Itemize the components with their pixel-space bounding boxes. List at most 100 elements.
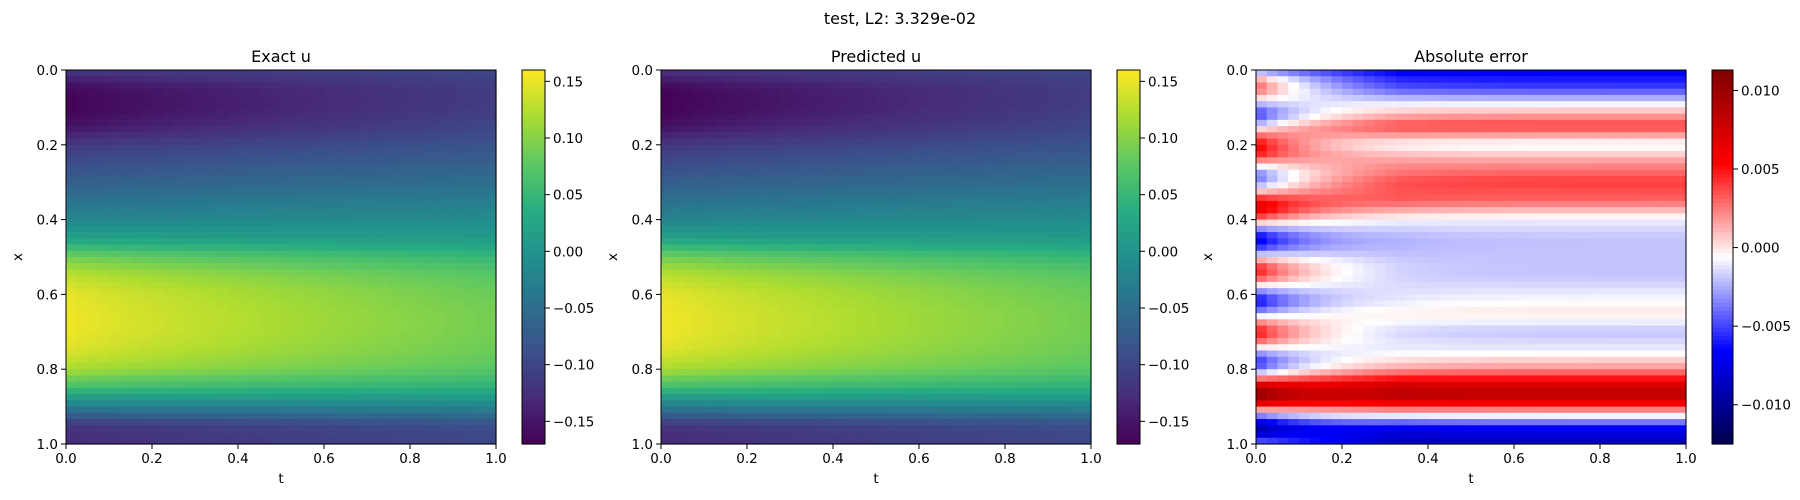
heatmap-cell (790, 412, 802, 420)
heatmap-cell (994, 244, 1006, 252)
heatmap-cell (442, 425, 454, 433)
heatmap-cell (790, 70, 802, 77)
heatmap-cell (983, 344, 995, 352)
heatmap-cell (951, 175, 963, 183)
heatmap-cell (173, 319, 185, 327)
heatmap-cell (388, 257, 400, 264)
heatmap-cell (313, 250, 325, 258)
heatmap-cell (800, 144, 813, 152)
heatmap-cell (216, 225, 228, 233)
heatmap-cell (345, 107, 357, 115)
heatmap-cell (671, 281, 684, 289)
figure-suptitle: test, L2: 3.329e-02 (824, 9, 976, 28)
heatmap-cell (790, 182, 802, 190)
heatmap-cell (420, 294, 433, 302)
heatmap-cell (768, 319, 780, 327)
heatmap-cell (1058, 76, 1071, 84)
heatmap-cell (747, 151, 759, 158)
heatmap-cell (1037, 425, 1049, 433)
heatmap-cell (377, 331, 390, 339)
heatmap-cell (431, 275, 443, 283)
heatmap-cell (141, 132, 153, 140)
heatmap-cell (442, 200, 454, 208)
heatmap-cell (388, 281, 400, 289)
heatmap-cell (919, 275, 931, 283)
heatmap-cell (929, 188, 942, 196)
heatmap-cell (173, 188, 185, 196)
heatmap-cell (410, 200, 422, 208)
heatmap-cell (661, 406, 673, 414)
heatmap-cell (1048, 113, 1060, 121)
heatmap-cell (485, 200, 497, 208)
heatmap-cell (1015, 306, 1028, 314)
heatmap-cell (399, 188, 411, 196)
heatmap-cell (474, 219, 486, 227)
heatmap-cell (76, 169, 89, 177)
heatmap-cell (324, 138, 336, 146)
heatmap-cell (291, 238, 304, 246)
heatmap-cell (1048, 200, 1060, 208)
heatmap-cell (736, 269, 748, 277)
heatmap-cell (768, 188, 780, 196)
heatmap-cell (1069, 101, 1081, 108)
heatmap-cell (87, 138, 99, 146)
heatmap-cell (248, 419, 261, 426)
heatmap-cell (725, 400, 737, 408)
heatmap-cell (334, 381, 347, 389)
heatmap-cell (790, 331, 802, 339)
heatmap-cell (119, 319, 132, 327)
heatmap-cell (248, 94, 261, 102)
heatmap-cell (66, 213, 78, 221)
heatmap-cell (747, 94, 759, 102)
x-tick-label: 0.4 (822, 451, 843, 467)
heatmap-cell (238, 244, 250, 252)
heatmap-cell (152, 431, 164, 439)
x-tick-label: 0.6 (313, 451, 334, 467)
heatmap-cell (205, 369, 218, 377)
heatmap-cell (356, 82, 368, 90)
colorbar-segment (522, 290, 545, 295)
heatmap-cell (141, 113, 153, 121)
heatmap-cell (962, 412, 974, 420)
heatmap-cell (248, 163, 261, 171)
heatmap-cell (324, 194, 336, 202)
heatmap-cell (886, 219, 899, 227)
heatmap-cell (98, 281, 110, 289)
heatmap-cell (822, 169, 834, 177)
heatmap-cell (76, 219, 89, 227)
heatmap-cell (162, 138, 175, 146)
heatmap-cell (1026, 362, 1038, 370)
heatmap-cell (940, 151, 952, 158)
heatmap-cell (725, 381, 737, 389)
heatmap-cell (345, 306, 357, 314)
heatmap-cell (313, 269, 325, 277)
heatmap-cell (184, 76, 196, 84)
heatmap-cell (334, 257, 347, 264)
heatmap-cell (356, 188, 368, 196)
heatmap-cell (854, 269, 866, 277)
heatmap-cell (661, 300, 673, 308)
heatmap-cell (876, 126, 888, 133)
heatmap-cell (1048, 306, 1060, 314)
heatmap-cell (313, 412, 325, 420)
heatmap-cell (811, 94, 823, 102)
heatmap-cell (671, 369, 684, 377)
heatmap-cell (951, 250, 963, 258)
colorbar-segment (522, 294, 545, 300)
heatmap-cell (431, 76, 443, 84)
heatmap-cell (747, 82, 759, 90)
heatmap-cell (291, 387, 304, 395)
heatmap-cell (811, 219, 823, 227)
heatmap-cell (184, 369, 196, 377)
heatmap-cell (983, 88, 995, 96)
heatmap-cell (1037, 400, 1049, 408)
heatmap-cell (843, 400, 856, 408)
heatmap-cell (865, 219, 877, 227)
heatmap-cell (173, 182, 185, 190)
heatmap-cell (463, 431, 476, 439)
heatmap-cell (162, 126, 175, 133)
heatmap-cell (227, 76, 239, 84)
heatmap-cell (377, 169, 390, 177)
heatmap-cell (940, 294, 952, 302)
heatmap-cell (474, 387, 486, 395)
